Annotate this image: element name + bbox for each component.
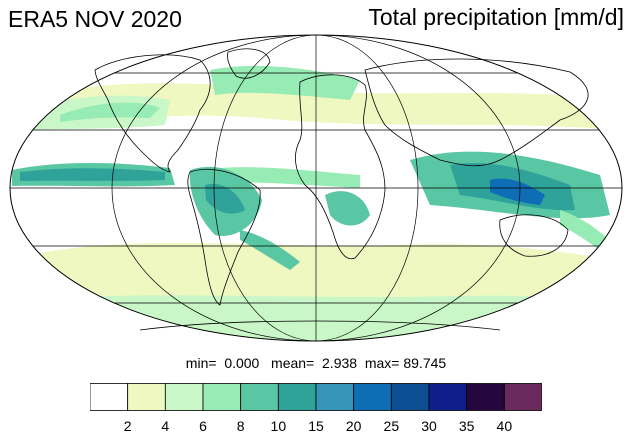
central-africa-rain [325, 191, 370, 226]
north-america-outline [94, 54, 211, 173]
itcz-pacific-core [20, 168, 165, 181]
statistics-line: min= 0.000 mean= 2.938 max= 89.745 [0, 355, 632, 371]
itcz-atlantic [220, 167, 360, 188]
max-label: max= [364, 355, 400, 371]
globe-outline [9, 34, 623, 342]
map-title: ERA5 NOV 2020 [8, 6, 182, 32]
colorbar-swatch [353, 383, 392, 411]
colorbar-swatch [277, 383, 317, 411]
colorbar-swatch [90, 383, 129, 411]
colorbar-tick-label: 2 [123, 418, 132, 434]
mean-label: mean= [271, 355, 315, 371]
mean-value: 2.938 [322, 355, 358, 371]
south-atlantic-convergence [240, 230, 300, 270]
colorbar-swatch [240, 383, 279, 411]
northern-storm-track [30, 83, 620, 130]
colorbar [90, 383, 542, 411]
variable-title: Total precipitation [mm/d] [368, 4, 624, 30]
colorbar-tick-label: 20 [345, 418, 362, 434]
max-value: 89.745 [403, 355, 447, 371]
colorbar-tick-label: 10 [270, 418, 287, 434]
colorbar-swatch [202, 383, 242, 411]
colorbar-tick-label: 8 [236, 418, 245, 434]
asia-outline [364, 58, 589, 167]
colorbar-labels: 2 4 6 8 10 15 20 25 30 35 40 [90, 418, 542, 434]
colorbar-swatch [390, 383, 430, 411]
colorbar-tick-label: 25 [383, 418, 400, 434]
graticule [10, 35, 622, 341]
colorbar-swatch [466, 383, 505, 411]
colorbar-tick-label: 15 [308, 418, 324, 434]
colorbar-swatch [428, 383, 468, 411]
precipitation-map [9, 34, 623, 342]
maritime-heavy [490, 178, 545, 205]
colorbar-tick-label: 4 [161, 418, 170, 434]
colorbar-swatch [315, 383, 355, 411]
colorbar-swatch [127, 383, 166, 411]
colorbar-tick-label: 6 [199, 418, 207, 434]
colorbar-swatch [503, 383, 542, 411]
colorbar-tick-label: 40 [496, 418, 513, 434]
min-value: 0.000 [224, 355, 260, 371]
south-america-outline [187, 168, 261, 306]
greenland-outline [227, 48, 271, 79]
colorbar-swatch [164, 383, 204, 411]
min-label: min= [185, 355, 217, 371]
colorbar-tick-label: 35 [458, 418, 475, 434]
europe-africa-outline [295, 74, 386, 260]
colorbar-tick-label: 30 [421, 418, 437, 434]
